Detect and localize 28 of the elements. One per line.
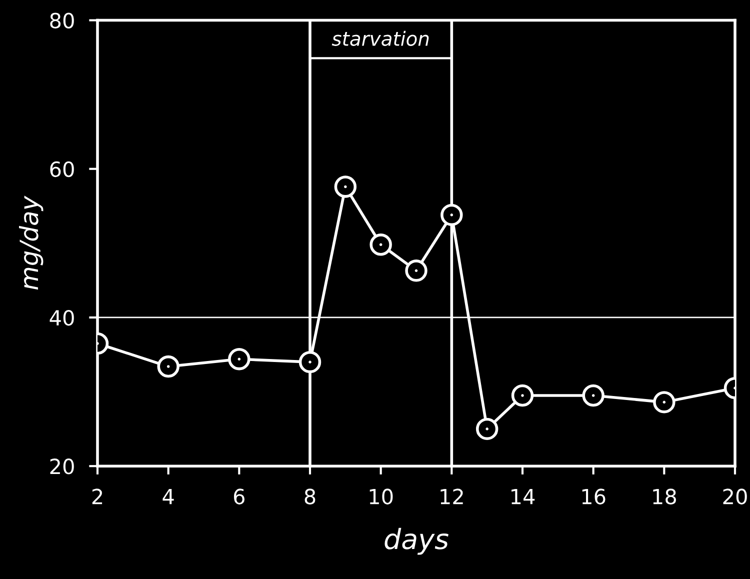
y-tick-label: 60 — [50, 161, 74, 178]
x-tick-label: 16 — [582, 488, 606, 504]
x-tick-label: 14 — [512, 488, 535, 504]
x-tick-label: 18 — [653, 488, 676, 504]
point — [405, 260, 428, 282]
point — [334, 176, 357, 198]
point — [511, 384, 534, 407]
x-tick-label: 8 — [304, 488, 316, 504]
point — [157, 355, 180, 378]
annotation: starvation — [332, 30, 429, 46]
point — [440, 204, 463, 226]
point — [476, 418, 498, 440]
y-axis-title: mg/day — [19, 196, 44, 290]
point — [298, 350, 322, 374]
point — [653, 391, 676, 414]
x-tick-label: 10 — [370, 488, 393, 504]
x-tick-label: 20 — [723, 488, 747, 504]
x-tick-label: 12 — [440, 488, 463, 504]
x-axis-title: days — [384, 528, 448, 555]
x-tick-label: 4 — [162, 488, 174, 504]
y-tick-label: 80 — [50, 12, 74, 28]
y-tick-label: 40 — [50, 310, 74, 326]
x-tick-label: 2 — [92, 488, 102, 504]
point — [228, 348, 250, 370]
point — [370, 234, 392, 256]
y-tick-label: 20 — [50, 458, 74, 474]
x-tick-label: 6 — [234, 488, 244, 504]
point — [582, 384, 604, 407]
